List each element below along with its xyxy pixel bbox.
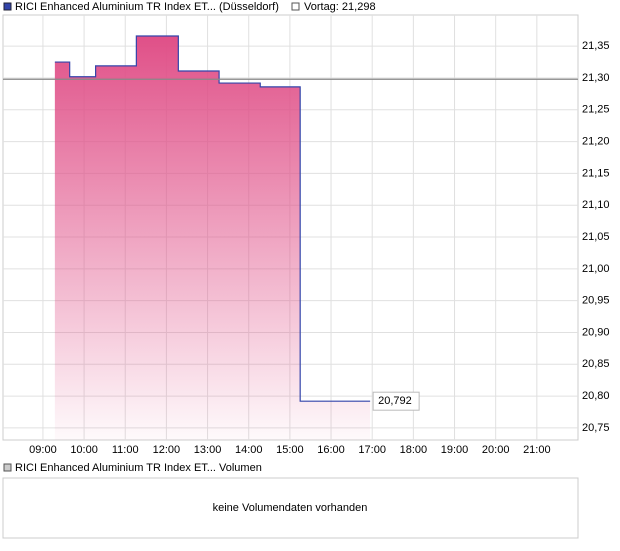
y-tick-label: 20,80 [582,390,610,402]
legend-label: Vortag: 21,298 [304,1,376,13]
x-tick-label: 12:00 [153,444,181,456]
y-tick-label: 20,75 [582,422,610,434]
y-tick-label: 21,15 [582,167,610,179]
x-tick-label: 13:00 [194,444,222,456]
y-tick-label: 20,95 [582,295,610,307]
x-tick-label: 14:00 [235,444,263,456]
value-label: 20,792 [378,395,412,407]
area-fill [54,35,371,440]
y-tick-label: 21,10 [582,199,610,211]
x-tick-label: 21:00 [523,444,551,456]
x-tick-label: 16:00 [317,444,345,456]
legend-swatch [3,463,12,472]
y-tick-label: 20,85 [582,358,610,370]
x-tick-label: 10:00 [70,444,98,456]
y-tick-label: 21,25 [582,104,610,116]
legend-swatch [291,2,300,11]
x-tick-label: 17:00 [358,444,386,456]
x-tick-label: 18:00 [400,444,428,456]
y-tick-label: 21,20 [582,136,610,148]
price-line [54,35,371,402]
x-tick-label: 20:00 [482,444,510,456]
y-tick-label: 20,90 [582,326,610,338]
x-tick-label: 11:00 [112,444,139,456]
x-tick-label: 09:00 [29,444,57,456]
legend-swatch [3,2,12,11]
volume-message: keine Volumendaten vorhanden [213,502,368,514]
x-tick-label: 15:00 [276,444,304,456]
y-tick-label: 21,05 [582,231,610,243]
y-tick-label: 21,00 [582,263,610,275]
y-tick-label: 21,30 [582,72,610,84]
x-tick-label: 19:00 [441,444,469,456]
volume-panel [2,477,579,539]
y-tick-label: 21,35 [582,40,610,52]
legend-label: RICI Enhanced Aluminium TR Index ET... (… [15,1,279,13]
legend-label: RICI Enhanced Aluminium TR Index ET... V… [15,462,262,474]
value-box [372,391,420,411]
